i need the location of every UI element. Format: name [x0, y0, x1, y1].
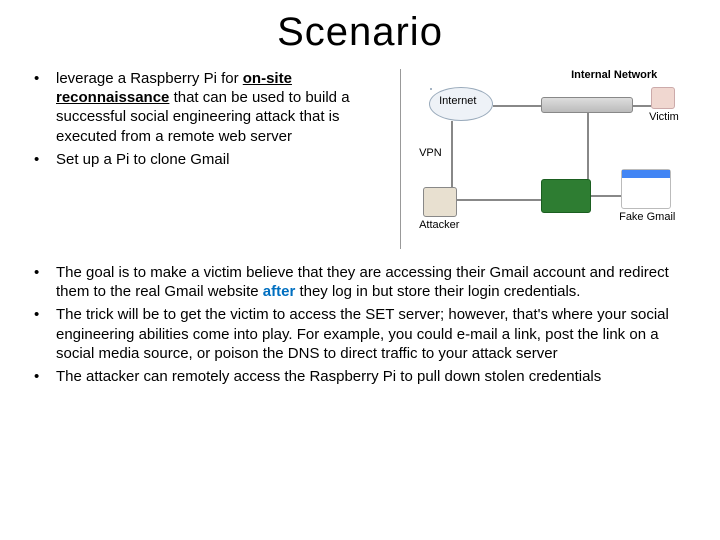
slide-container: Scenario leverage a Raspberry Pi for on-… — [0, 0, 720, 540]
internet-label: Internet — [439, 95, 476, 107]
bottom-bullet-2-text: The trick will be to get the victim to a… — [56, 306, 669, 361]
bottom-bullet-1-post: they log in but store their login creden… — [295, 283, 580, 300]
raspberry-pi-icon — [541, 179, 591, 213]
victim-icon — [651, 87, 675, 109]
line-attacker-pi — [457, 199, 541, 201]
top-row: leverage a Raspberry Pi for on-site reco… — [26, 69, 694, 249]
fake-gmail-label: Fake Gmail — [619, 211, 675, 223]
line-internet-switch — [493, 105, 541, 107]
bottom-bullet-3-text: The attacker can remotely access the Ras… — [56, 368, 601, 385]
switch-icon — [541, 97, 633, 113]
attacker-label: Attacker — [419, 219, 459, 231]
top-bullet-2: Set up a Pi to clone Gmail — [26, 150, 392, 169]
bottom-bullet-3: The attacker can remotely access the Ras… — [26, 367, 694, 386]
bottom-bullet-1-after: after — [263, 283, 296, 300]
line-switch-victim — [633, 105, 651, 107]
bottom-bullet-2: The trick will be to get the victim to a… — [26, 305, 694, 363]
internal-network-label: Internal Network — [571, 69, 657, 81]
bottom-bullet-1: The goal is to make a victim believe tha… — [26, 263, 694, 301]
line-pi-gmail — [591, 195, 621, 197]
attacker-icon — [423, 187, 457, 217]
top-bullet-1: leverage a Raspberry Pi for on-site reco… — [26, 69, 392, 146]
vpn-label: VPN — [419, 147, 442, 159]
victim-label: Victim — [649, 111, 679, 123]
top-bullet-2-pre: Set up a Pi to clone Gmail — [56, 151, 229, 168]
line-switch-pi — [587, 113, 589, 179]
top-bullet-1-pre: leverage a Raspberry Pi for — [56, 70, 243, 87]
network-diagram: Internet Internal Network Victim VPN Att… — [400, 69, 694, 249]
fake-gmail-box-icon — [621, 169, 671, 209]
slide-title: Scenario — [26, 10, 694, 55]
top-bullet-list: leverage a Raspberry Pi for on-site reco… — [26, 69, 392, 169]
bottom-bullet-list-container: The goal is to make a victim believe tha… — [26, 263, 694, 386]
bottom-bullet-list: The goal is to make a victim believe tha… — [26, 263, 694, 386]
top-bullet-list-container: leverage a Raspberry Pi for on-site reco… — [26, 69, 392, 173]
line-internet-attacker — [451, 121, 453, 187]
